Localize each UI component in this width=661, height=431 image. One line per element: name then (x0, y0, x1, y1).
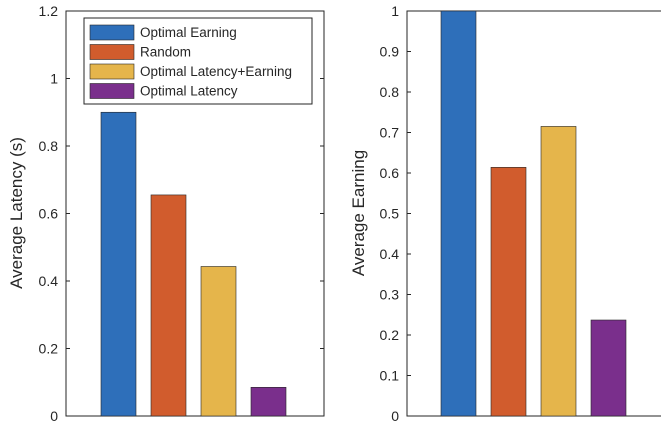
earning-y-tick-label: 0.7 (380, 125, 400, 141)
earning-y-tick-label: 1 (391, 3, 399, 19)
legend-swatch-1 (89, 24, 135, 41)
earning-chart: 0 0.1 0.2 0.3 0.4 0.5 0.6 0.7 0.8 0.9 1 Average Ea… (349, 3, 661, 424)
latency-y-tick-label: 1 (50, 71, 58, 87)
earning-bar-2 (490, 167, 527, 417)
earning-y-tick-label: 0.3 (380, 287, 400, 303)
latency-bar-3 (200, 266, 237, 417)
earning-y-ticks: 0 0.1 0.2 0.3 0.4 0.5 0.6 0.7 0.8 0.9 1 (380, 3, 411, 424)
latency-bar-4 (250, 387, 287, 417)
latency-chart: 0 0.2 0.4 0.6 0.8 1 1.2 Average Latency (s) Op… (7, 3, 325, 424)
latency-y-tick-label: 0.6 (39, 206, 59, 222)
legend-swatch-2 (89, 44, 135, 60)
legend-label-2: Random (140, 45, 191, 60)
earning-y-axis-label: Average Earning (349, 150, 368, 276)
latency-y-tick-label: 0.4 (39, 273, 59, 289)
legend-swatch-4 (89, 83, 135, 99)
earning-y-tick-label: 0.4 (380, 246, 400, 262)
latency-y-axis-label: Average Latency (s) (7, 137, 26, 289)
legend: Optimal Earning Random Optimal Latency+Ear… (83, 17, 313, 105)
legend-label-4: Optimal Latency (140, 84, 238, 99)
earning-y-tick-label: 0.9 (380, 44, 400, 60)
earning-bar-1 (440, 10, 477, 417)
earning-y-tick-label: 0 (391, 408, 399, 424)
latency-bar-1 (100, 111, 137, 417)
earning-bar-3 (540, 126, 577, 417)
latency-y-tick-label: 0.8 (39, 138, 59, 154)
legend-label-3: Optimal Latency+Earning (140, 64, 292, 79)
latency-y-tick-label: 0 (50, 408, 58, 424)
legend-label-1: Optimal Earning (140, 25, 237, 40)
earning-y-tick-label: 0.6 (380, 165, 400, 181)
latency-bars (100, 111, 287, 417)
earning-bar-4 (590, 319, 627, 417)
legend-swatch-3 (89, 63, 135, 80)
earning-bars (440, 10, 627, 417)
earning-y-tick-label: 0.5 (380, 206, 400, 222)
latency-y-ticks: 0 0.2 0.4 0.6 0.8 1 1.2 (39, 3, 324, 424)
latency-bar-2 (150, 194, 187, 417)
earning-y-tick-label: 0.1 (380, 368, 400, 384)
earning-y-tick-label: 0.2 (380, 327, 400, 343)
latency-y-tick-label: 0.2 (39, 341, 59, 357)
earning-y-tick-label: 0.8 (380, 84, 400, 100)
latency-y-tick-label: 1.2 (39, 3, 59, 19)
